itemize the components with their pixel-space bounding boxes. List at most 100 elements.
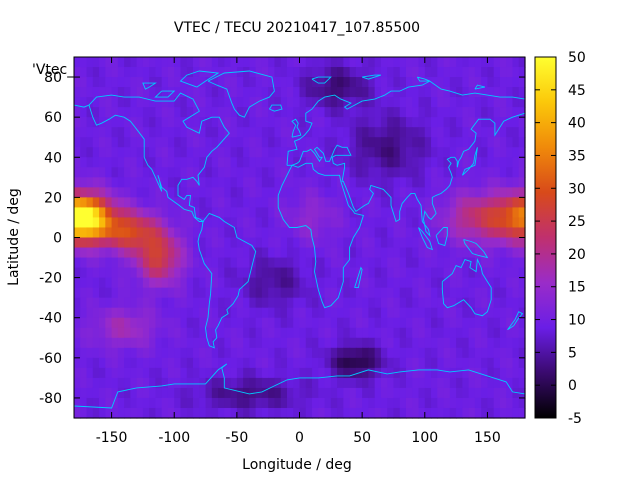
heatmap-cell bbox=[506, 137, 514, 148]
heatmap-cell bbox=[111, 287, 119, 299]
heatmap-cell bbox=[312, 57, 319, 68]
heatmap-cell bbox=[362, 237, 369, 249]
heatmap-cell bbox=[142, 377, 150, 389]
heatmap-cell bbox=[418, 317, 426, 329]
heatmap-cell bbox=[443, 377, 451, 389]
heatmap-cell bbox=[368, 387, 376, 399]
heatmap-cell bbox=[474, 157, 482, 168]
heatmap-cell bbox=[431, 287, 438, 299]
heatmap-cell bbox=[431, 177, 438, 188]
heatmap-cell bbox=[355, 287, 363, 299]
heatmap-cell bbox=[199, 397, 207, 409]
heatmap-cell bbox=[343, 327, 351, 339]
heatmap-cell bbox=[481, 347, 489, 359]
heatmap-cell bbox=[255, 187, 263, 198]
heatmap-cell bbox=[80, 287, 88, 299]
heatmap-cell bbox=[105, 137, 113, 148]
heatmap-cell bbox=[506, 397, 514, 409]
heatmap-cell bbox=[230, 277, 238, 289]
heatmap-cell bbox=[224, 187, 232, 198]
heatmap-cell bbox=[312, 337, 319, 349]
heatmap-cell bbox=[487, 267, 495, 279]
heatmap-cell bbox=[443, 387, 451, 399]
heatmap-cell bbox=[487, 237, 495, 249]
heatmap-cell bbox=[380, 257, 388, 269]
heatmap-cell bbox=[205, 267, 213, 279]
heatmap-cell bbox=[167, 387, 175, 399]
heatmap-cell bbox=[443, 197, 451, 209]
heatmap-cell bbox=[193, 57, 200, 68]
heatmap-cell bbox=[293, 277, 301, 289]
heatmap-cell bbox=[193, 87, 200, 98]
heatmap-cell bbox=[424, 127, 432, 138]
heatmap-cell bbox=[299, 337, 307, 349]
heatmap-cell bbox=[186, 317, 194, 329]
heatmap-cell bbox=[499, 287, 507, 299]
heatmap-cell bbox=[368, 147, 376, 158]
heatmap-cell bbox=[456, 247, 463, 259]
heatmap-cell bbox=[443, 137, 451, 148]
heatmap-cell bbox=[518, 327, 526, 339]
heatmap-cell bbox=[362, 377, 369, 389]
heatmap-cell bbox=[211, 267, 219, 279]
heatmap-cell bbox=[431, 297, 438, 309]
heatmap-cell bbox=[243, 97, 250, 108]
heatmap-cell bbox=[186, 387, 194, 399]
heatmap-cell bbox=[355, 147, 363, 158]
heatmap-cell bbox=[449, 257, 457, 269]
heatmap-cell bbox=[506, 157, 514, 168]
heatmap-cell bbox=[380, 87, 388, 98]
heatmap-cell bbox=[92, 57, 100, 68]
heatmap-cell bbox=[462, 367, 470, 379]
heatmap-cell bbox=[243, 197, 250, 209]
heatmap-cell bbox=[180, 217, 188, 229]
heatmap-cell bbox=[130, 197, 138, 209]
heatmap-cell bbox=[174, 347, 182, 359]
heatmap-cell bbox=[487, 207, 495, 219]
heatmap-cell bbox=[224, 327, 232, 339]
heatmap-cell bbox=[305, 97, 313, 108]
heatmap-cell bbox=[205, 107, 213, 118]
heatmap-cell bbox=[236, 187, 244, 198]
heatmap-cell bbox=[99, 247, 106, 259]
heatmap-cell bbox=[443, 67, 451, 78]
coastline-path bbox=[416, 76, 430, 82]
heatmap-cell bbox=[493, 277, 501, 289]
heatmap-cell bbox=[293, 307, 301, 319]
heatmap-cell bbox=[437, 67, 445, 78]
heatmap-cell bbox=[355, 297, 363, 309]
heatmap-cell bbox=[387, 147, 395, 158]
heatmap-cell bbox=[268, 157, 276, 168]
heatmap-cell bbox=[349, 67, 357, 78]
heatmap-cell bbox=[86, 187, 94, 198]
heatmap-cell bbox=[142, 187, 150, 198]
heatmap-cell bbox=[80, 407, 88, 419]
heatmap-cell bbox=[130, 357, 138, 369]
heatmap-cell bbox=[368, 257, 376, 269]
heatmap-cell bbox=[99, 307, 106, 319]
heatmap-cell bbox=[149, 67, 157, 78]
heatmap-cell bbox=[493, 107, 501, 118]
heatmap-cell bbox=[92, 197, 100, 209]
heatmap-cell bbox=[305, 387, 313, 399]
heatmap-cell bbox=[186, 277, 194, 289]
heatmap-cell bbox=[437, 397, 445, 409]
heatmap-cell bbox=[280, 367, 288, 379]
heatmap-cell bbox=[142, 197, 150, 209]
heatmap-cell bbox=[199, 387, 207, 399]
heatmap-cell bbox=[462, 117, 470, 128]
heatmap-cell bbox=[330, 357, 338, 369]
heatmap-cell bbox=[136, 107, 144, 118]
heatmap-cell bbox=[136, 277, 144, 289]
heatmap-cell bbox=[481, 57, 489, 68]
heatmap-cell bbox=[449, 367, 457, 379]
heatmap-cell bbox=[174, 67, 182, 78]
heatmap-cell bbox=[343, 87, 351, 98]
heatmap-cell bbox=[286, 97, 294, 108]
heatmap-cell bbox=[174, 177, 182, 188]
heatmap-cell bbox=[149, 167, 157, 178]
heatmap-cell bbox=[274, 187, 282, 198]
heatmap-cell bbox=[186, 157, 194, 168]
heatmap-cell bbox=[261, 187, 269, 198]
heatmap-cell bbox=[399, 187, 407, 198]
